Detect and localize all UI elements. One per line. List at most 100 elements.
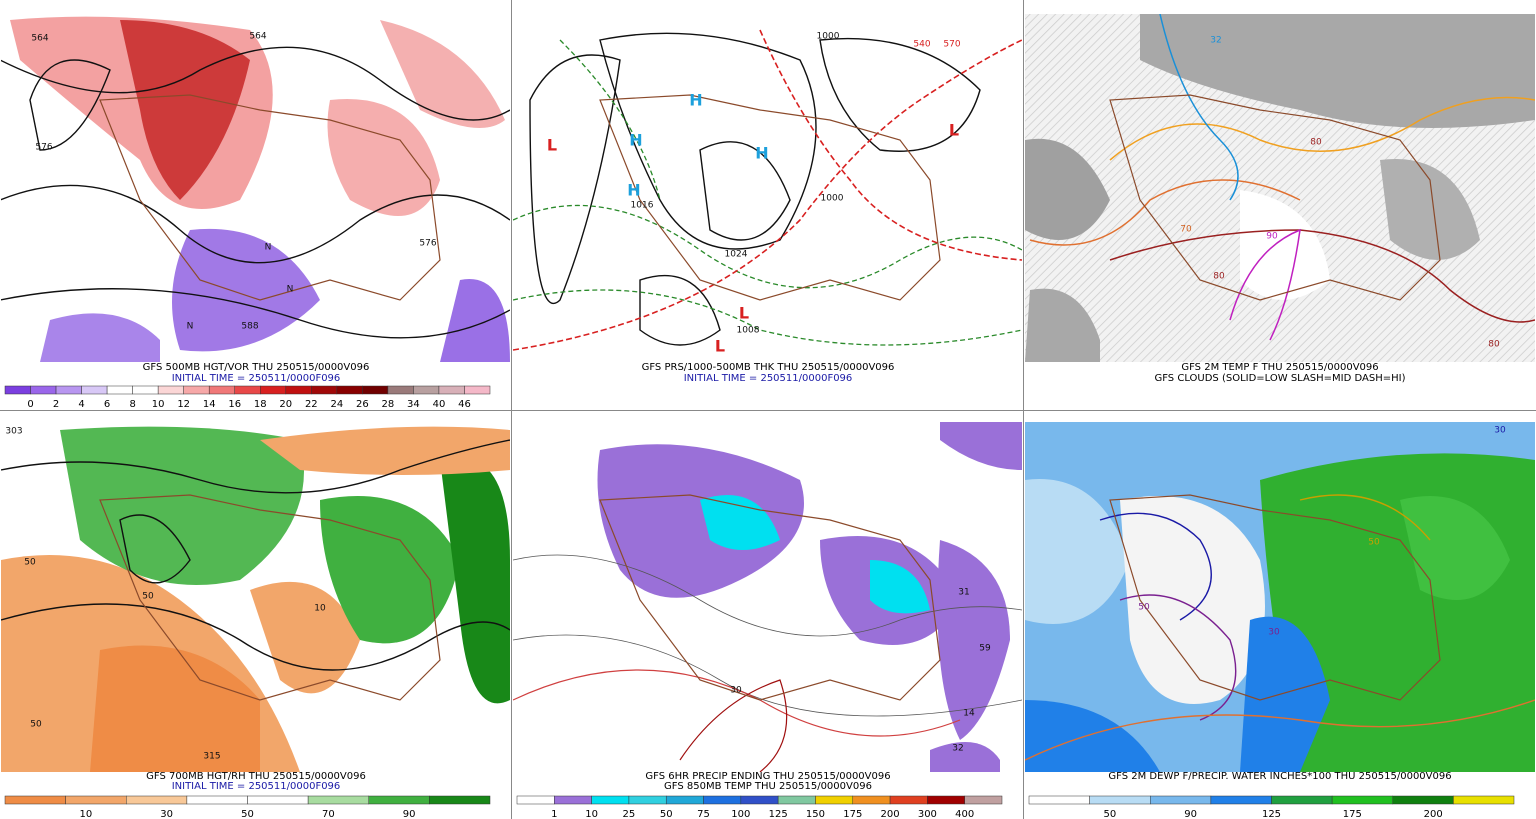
map-label: 576 bbox=[35, 143, 52, 153]
colorbar-label: 22 bbox=[305, 399, 318, 410]
map-label: 80 bbox=[1488, 340, 1500, 350]
caption: INITIAL TIME = 250511/0000F096 bbox=[172, 781, 341, 792]
colorbar-label: 12 bbox=[177, 399, 190, 410]
colorbar-swatch bbox=[285, 385, 312, 395]
colorbar-label: 40 bbox=[433, 399, 446, 410]
colorbar-swatch bbox=[1271, 795, 1333, 805]
map-label: 303 bbox=[5, 427, 22, 437]
colorbar-label: 200 bbox=[1424, 809, 1443, 819]
colorbar-swatch bbox=[1453, 795, 1515, 805]
colorbar-swatch bbox=[1089, 795, 1151, 805]
colorbar-swatch bbox=[81, 385, 108, 395]
colorbar-label: 90 bbox=[1184, 809, 1197, 819]
map-label: L bbox=[715, 337, 725, 356]
map-label: H bbox=[689, 91, 702, 110]
colorbar-label: 14 bbox=[203, 399, 216, 410]
colorbar-swatch bbox=[413, 385, 440, 395]
map-label: H bbox=[627, 181, 640, 200]
colorbar-label: 90 bbox=[403, 809, 416, 819]
caption: GFS 2M TEMP F THU 250515/0000V096 bbox=[1181, 362, 1378, 373]
map-label: 10 bbox=[314, 604, 326, 614]
colorbar-label: 50 bbox=[241, 809, 254, 819]
colorbar-swatch bbox=[234, 385, 261, 395]
colorbar-swatch bbox=[777, 795, 816, 805]
colorbar-swatch bbox=[30, 385, 57, 395]
colorbar-swatch bbox=[260, 385, 287, 395]
colorbar-swatch bbox=[1028, 795, 1090, 805]
map-label: 576 bbox=[419, 239, 436, 249]
map-label: 50 bbox=[24, 558, 36, 568]
colorbar-swatch bbox=[429, 795, 491, 805]
colorbar-label: 26 bbox=[356, 399, 369, 410]
colorbar-swatch bbox=[464, 385, 491, 395]
colorbar-swatch bbox=[307, 795, 369, 805]
caption: INITIAL TIME = 250511/0000F096 bbox=[684, 373, 853, 384]
map-label: 80 bbox=[1310, 138, 1322, 148]
colorbar-swatch bbox=[55, 385, 82, 395]
map-label: L bbox=[949, 121, 959, 140]
map-label: N bbox=[287, 285, 294, 295]
map-2m-temp-clouds bbox=[1025, 14, 1535, 362]
map-precip-850mb bbox=[513, 422, 1022, 772]
caption: GFS 500MB HGT/VOR THU 250515/0000V096 bbox=[143, 362, 370, 373]
colorbar-label: 34 bbox=[407, 399, 420, 410]
colorbar-label: 300 bbox=[918, 809, 937, 819]
map-label: 1008 bbox=[737, 326, 760, 336]
colorbar-swatch bbox=[65, 795, 127, 805]
colorbar-label: 1 bbox=[551, 809, 557, 819]
map-label: 564 bbox=[31, 34, 48, 44]
caption: GFS PRS/1000-500MB THK THU 250515/0000V0… bbox=[642, 362, 895, 373]
map-label: 1000 bbox=[817, 32, 840, 42]
colorbar-label: 30 bbox=[160, 809, 173, 819]
map-label: 50 bbox=[142, 592, 154, 602]
colorbar-swatch bbox=[4, 795, 66, 805]
colorbar-swatch bbox=[132, 385, 159, 395]
colorbar-swatch bbox=[1392, 795, 1454, 805]
colorbar-label: 24 bbox=[330, 399, 343, 410]
colorbar-label: 50 bbox=[660, 809, 673, 819]
map-surface-pressure bbox=[513, 14, 1022, 362]
colorbar-swatch bbox=[889, 795, 928, 805]
colorbar-label: 20 bbox=[279, 399, 292, 410]
colorbar-swatch bbox=[628, 795, 667, 805]
colorbar-swatch bbox=[311, 385, 338, 395]
map-label: 14 bbox=[963, 709, 975, 719]
map-label: 30 bbox=[1494, 426, 1506, 436]
colorbar-swatch bbox=[362, 385, 389, 395]
colorbar-label: 10 bbox=[152, 399, 165, 410]
colorbar-label: 16 bbox=[228, 399, 241, 410]
map-label: 50 bbox=[1138, 603, 1150, 613]
colorbar-swatch bbox=[703, 795, 742, 805]
colorbar-swatch bbox=[591, 795, 630, 805]
colorbar-swatch bbox=[815, 795, 854, 805]
colorbar-swatch bbox=[927, 795, 965, 805]
colorbar-label: 6 bbox=[104, 399, 110, 410]
colorbar-label: 125 bbox=[1262, 809, 1281, 819]
colorbar-label: 25 bbox=[623, 809, 636, 819]
colorbar-swatch bbox=[186, 795, 248, 805]
colorbar-swatch bbox=[4, 385, 31, 395]
map-label: N bbox=[265, 243, 272, 253]
map-label: 30 bbox=[1268, 628, 1280, 638]
map-label: 1024 bbox=[725, 250, 748, 260]
colorbar-swatch bbox=[126, 795, 188, 805]
colorbar-swatch bbox=[106, 385, 133, 395]
map-700mb-rh bbox=[1, 422, 510, 772]
caption: GFS 2M DEWP F/PRECIP. WATER INCHES*100 T… bbox=[1108, 771, 1451, 782]
map-label: 50 bbox=[30, 720, 42, 730]
colorbar-swatch bbox=[554, 795, 592, 805]
caption: GFS CLOUDS (SOLID=LOW SLASH=MID DASH=HI) bbox=[1154, 373, 1405, 384]
map-label: 30 bbox=[730, 686, 742, 696]
colorbar-label: 4 bbox=[78, 399, 84, 410]
map-label: H bbox=[629, 131, 642, 150]
colorbar-swatch bbox=[387, 385, 414, 395]
map-label: 80 bbox=[1213, 272, 1225, 282]
colorbar-swatch bbox=[1210, 795, 1272, 805]
colorbar-label: 46 bbox=[458, 399, 471, 410]
map-label: 1000 bbox=[821, 194, 844, 204]
caption: INITIAL TIME = 250511/0000F096 bbox=[172, 373, 341, 384]
colorbar-label: 100 bbox=[731, 809, 750, 819]
